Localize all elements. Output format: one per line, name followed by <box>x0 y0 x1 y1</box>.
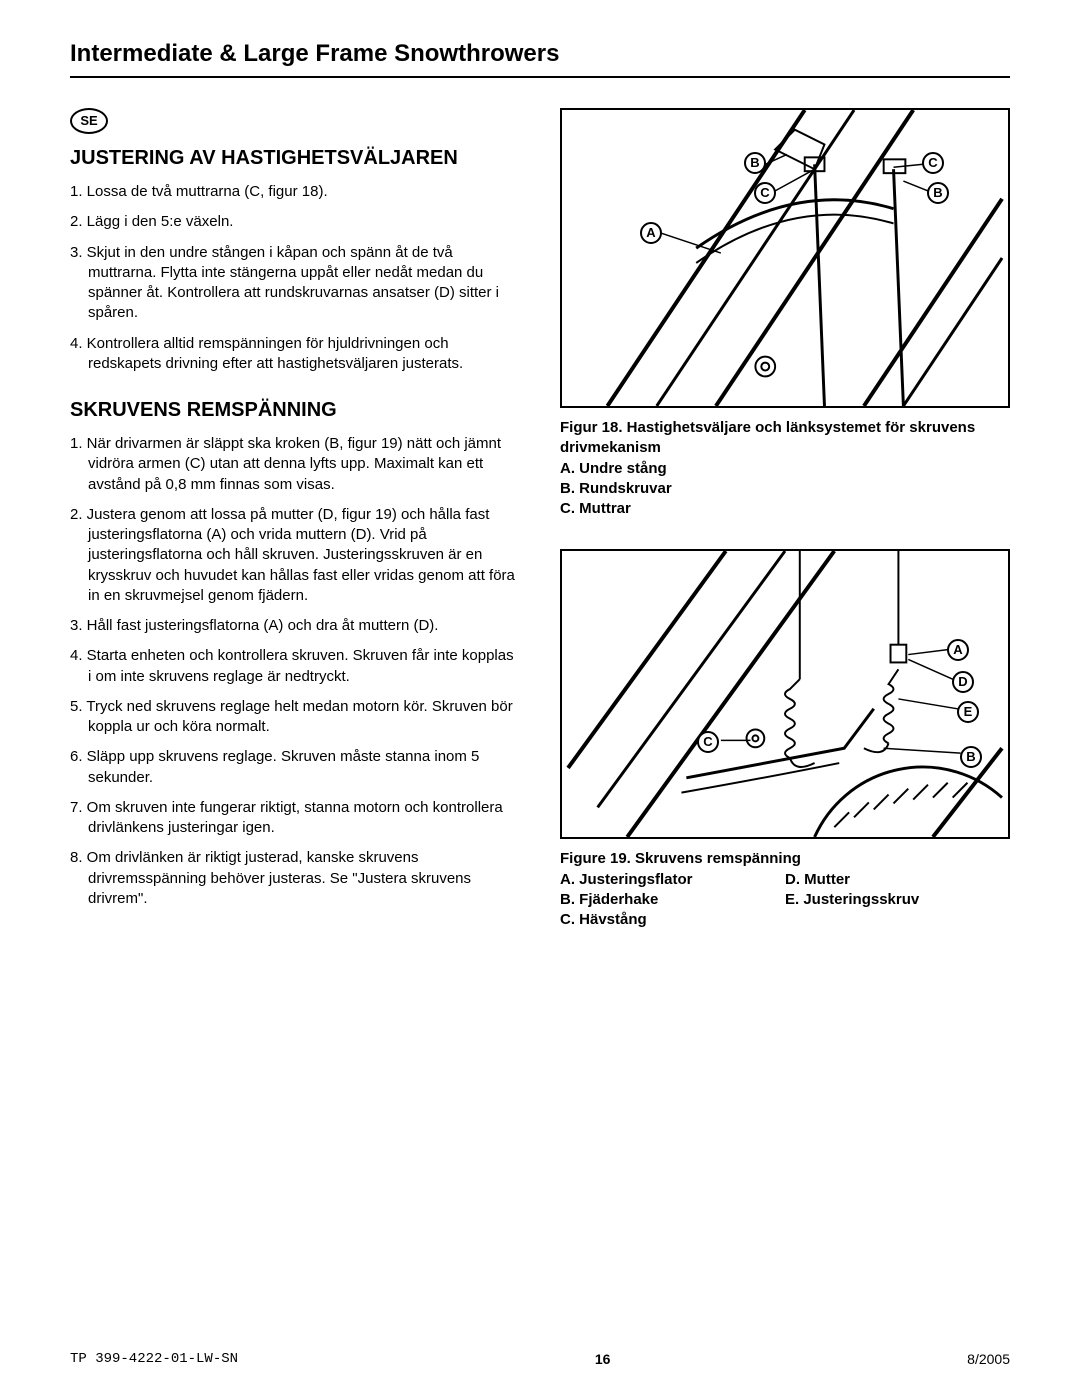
list-item: 8. Om drivlänken är riktigt justerad, ka… <box>70 848 520 909</box>
figure-label-b: B <box>744 152 766 174</box>
page-number: 16 <box>595 1351 611 1367</box>
list-item: 5. Tryck ned skruvens reglage helt medan… <box>70 697 520 738</box>
legend-item: B. Rundskruvar <box>560 479 1010 499</box>
list-item: 1. Lossa de två muttrarna (C, figur 18). <box>70 182 520 202</box>
list-item: 7. Om skruven inte fungerar riktigt, sta… <box>70 798 520 839</box>
figure-18-caption: Figur 18. Hastighetsväljare och länksyst… <box>560 418 1010 519</box>
caption-title: Figur 18. Hastighetsväljare och länksyst… <box>560 418 1010 459</box>
legend-item: A. Undre stång <box>560 459 1010 479</box>
figure-19-diagram: C A D E B <box>560 549 1010 839</box>
section2-list: 1. När drivarmen är släppt ska kroken (B… <box>70 434 520 909</box>
section1-title: JUSTERING AV HASTIGHETSVÄLJAREN <box>70 146 520 170</box>
list-item: 3. Håll fast justeringsflatorna (A) och … <box>70 616 520 636</box>
legend-item: E. Justeringsskruv <box>785 890 1010 910</box>
figure-label-a: A <box>640 222 662 244</box>
legend-item: C. Hävstång <box>560 910 785 930</box>
caption-title: Figure 19. Skruvens remspänning <box>560 849 1010 869</box>
document-title: Intermediate & Large Frame Snowthrowers <box>70 40 1010 68</box>
list-item: 6. Släpp upp skruvens reglage. Skruven m… <box>70 747 520 788</box>
figure-label-c: C <box>754 182 776 204</box>
legend-item: A. Justeringsflator <box>560 870 785 890</box>
document-id: TP 399-4222-01-LW-SN <box>70 1351 238 1367</box>
section2-title: SKRUVENS REMSPÄNNING <box>70 398 520 422</box>
document-date: 8/2005 <box>967 1351 1010 1367</box>
list-item: 2. Justera genom att lossa på mutter (D,… <box>70 505 520 606</box>
legend-item: D. Mutter <box>785 870 1010 890</box>
figure-label-c2: C <box>922 152 944 174</box>
language-badge: SE <box>70 108 108 134</box>
left-column: SE JUSTERING AV HASTIGHETSVÄLJAREN 1. Lo… <box>70 108 520 960</box>
figure-19-caption: Figure 19. Skruvens remspänning A. Juste… <box>560 849 1010 930</box>
page-footer: TP 399-4222-01-LW-SN 16 8/2005 <box>70 1351 1010 1367</box>
page-header: Intermediate & Large Frame Snowthrowers <box>70 40 1010 78</box>
list-item: 4. Kontrollera alltid remspänningen för … <box>70 334 520 375</box>
figure-18-diagram: A B C C B <box>560 108 1010 408</box>
right-column: A B C C B Figur 18. Hastighetsväljare oc… <box>560 108 1010 960</box>
section1-list: 1. Lossa de två muttrarna (C, figur 18).… <box>70 182 520 374</box>
legend-item: B. Fjäderhake <box>560 890 785 910</box>
legend-item: C. Muttrar <box>560 499 1010 519</box>
figure-label-b2: B <box>927 182 949 204</box>
list-item: 4. Starta enheten och kontrollera skruve… <box>70 646 520 687</box>
list-item: 1. När drivarmen är släppt ska kroken (B… <box>70 434 520 495</box>
list-item: 3. Skjut in den undre stången i kåpan oc… <box>70 243 520 324</box>
list-item: 2. Lägg i den 5:e växeln. <box>70 212 520 232</box>
